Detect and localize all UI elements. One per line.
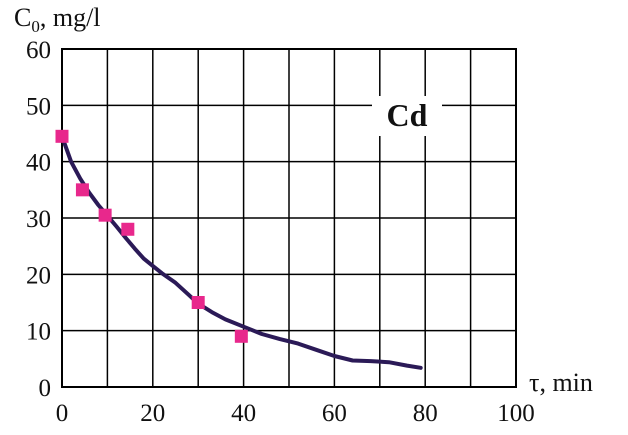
x-tick-label: 60: [322, 400, 347, 427]
y-axis-label-unit: , mg/l: [40, 3, 101, 32]
y-tick-label: 0: [39, 375, 52, 402]
data-point-marker: [234, 329, 248, 343]
y-axis-label-main: C: [14, 3, 31, 32]
x-tick-label: 0: [56, 400, 69, 427]
x-tick-label: 20: [140, 400, 165, 427]
y-axis-label-subscript: 0: [31, 17, 40, 36]
element-annotation: Cd: [387, 97, 428, 133]
x-axis-label: τ, min: [529, 368, 593, 397]
series-layer: [55, 129, 423, 370]
data-point-marker: [121, 222, 135, 236]
y-tick-label: 30: [26, 206, 51, 233]
grid-lines: [62, 49, 516, 387]
y-tick-labels: 0 10 20 30 40 50 60: [26, 37, 51, 402]
y-tick-label: 40: [26, 150, 51, 177]
plot-frame: [61, 48, 517, 388]
x-tick-label: 80: [413, 400, 438, 427]
data-point-marker: [75, 183, 89, 197]
y-tick-label: 60: [26, 37, 51, 64]
y-tick-label: 20: [26, 262, 51, 289]
y-tick-label: 50: [26, 93, 51, 120]
x-tick-label: 40: [231, 400, 256, 427]
annotation-background: [372, 96, 442, 136]
data-point-marker: [55, 129, 69, 143]
y-tick-label: 10: [26, 319, 51, 346]
data-point-marker: [191, 296, 205, 309]
y-axis-label: C0, mg/l: [14, 3, 101, 36]
x-tick-labels: 0 20 40 60 80 100: [56, 400, 535, 427]
x-tick-label: 100: [497, 400, 535, 427]
data-point-marker: [98, 208, 112, 222]
